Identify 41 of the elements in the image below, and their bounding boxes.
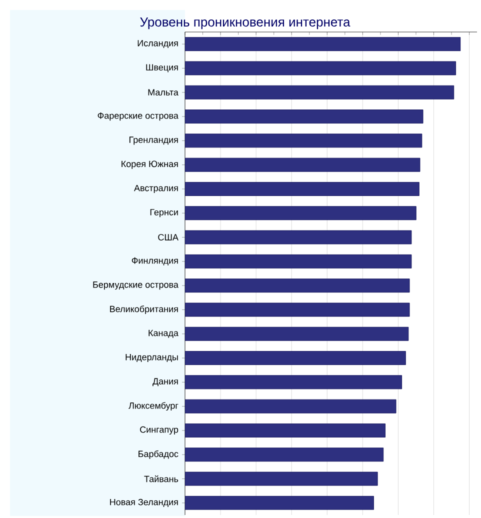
bar [185,399,396,414]
y-tick-label: Нидерланды [126,354,178,362]
bar [185,206,416,220]
y-tick-label: Мальта [148,89,178,96]
y-tick-label: Гернси [150,209,178,218]
y-tick-label: Гренландия [129,136,178,145]
y-tick-label: Фарерские острова [98,112,178,121]
y-tick-label: Финляндия [132,257,178,266]
bar [185,448,384,462]
y-tick-label: Исландия [138,40,178,48]
y-tick-label: Великобритания [110,305,178,314]
y-tick-label: Корея Южная [122,160,178,169]
y-tick-label: США [158,234,178,240]
y-tick-label: Австралия [134,184,178,193]
bar [185,424,386,438]
y-tick-label: Люксембург [128,402,178,411]
bar [185,375,402,390]
y-tick-label: Канада [148,330,178,338]
bar [185,496,374,510]
bar [185,158,420,172]
y-tick-label: Дания [152,378,178,386]
bar [185,110,424,124]
bar [185,472,378,486]
chart-title: Уровень проникновения интернета [140,18,350,30]
y-tick-label: Швеция [146,64,178,72]
bar [185,254,412,268]
bar [185,182,420,196]
bar [185,230,412,244]
bar [185,351,406,365]
y-tick-label: Сингапур [140,426,178,435]
y-tick-label: Тайвань [144,475,178,482]
y-tick-label: Барбадос [138,450,178,459]
bar [185,37,461,52]
bar [185,326,409,341]
bar [185,302,410,317]
bar [185,85,454,100]
y-tick-label: Новая Зеландия [110,498,178,507]
bar [185,61,456,76]
y-tick-label: Бермудские острова [93,282,178,290]
bar [185,134,422,148]
bar [185,278,410,293]
